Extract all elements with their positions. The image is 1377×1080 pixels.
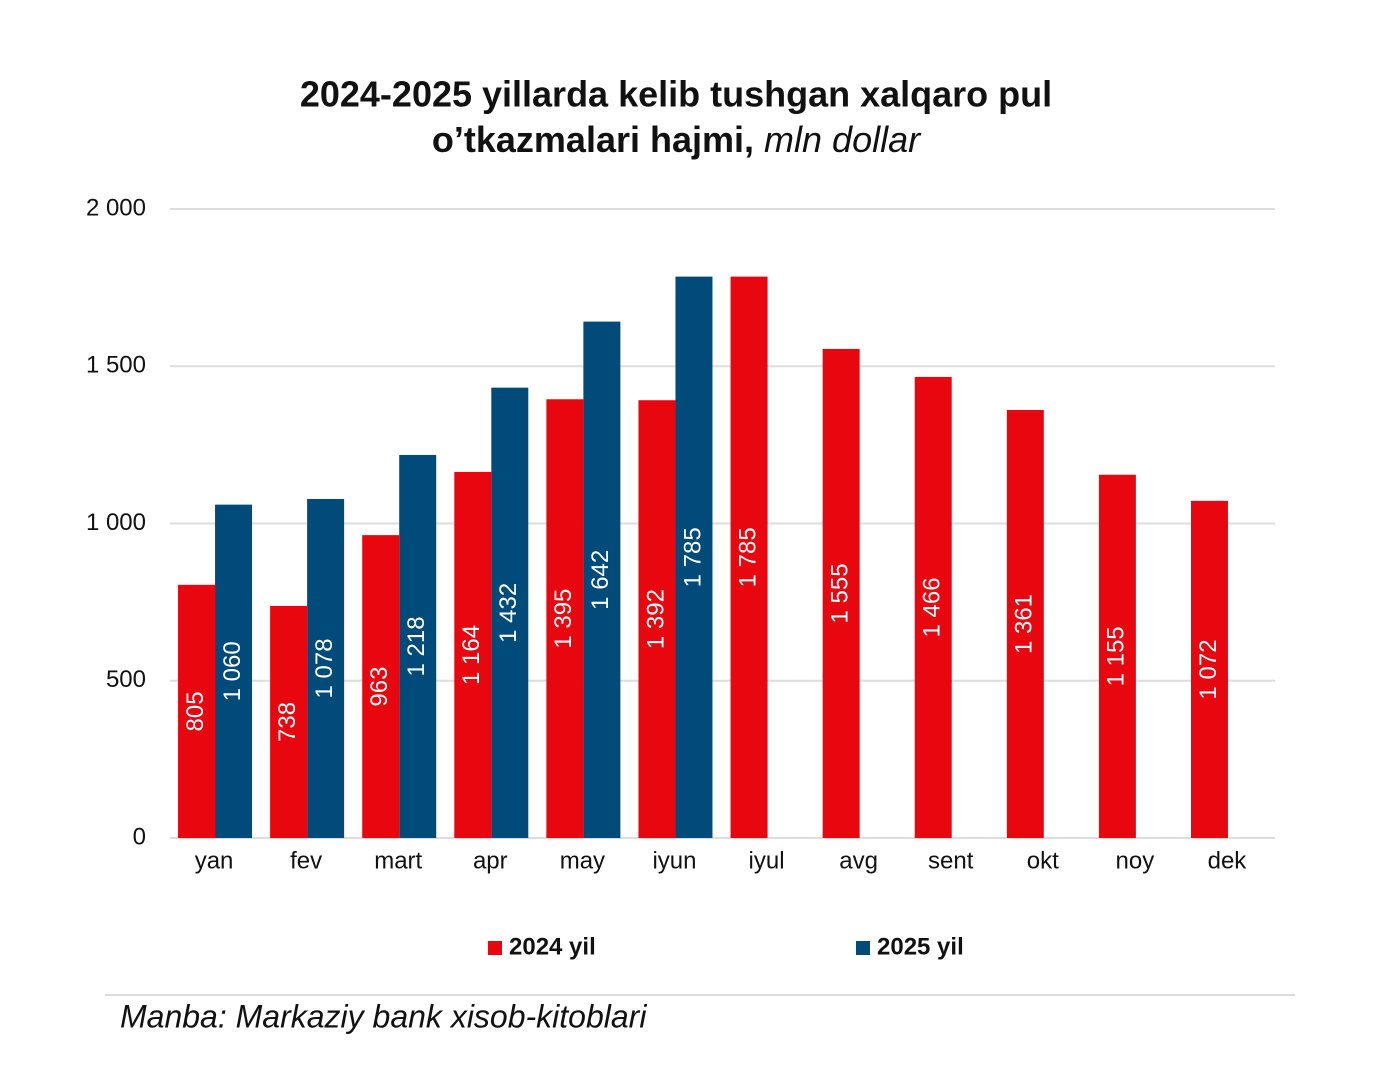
value-label: 1 785 xyxy=(734,527,761,587)
bar xyxy=(362,535,400,838)
value-label: 1 466 xyxy=(919,577,946,637)
value-label: 1 395 xyxy=(550,589,577,649)
value-label: 1 361 xyxy=(1011,594,1038,654)
y-tick-label: 1 000 xyxy=(86,509,146,536)
x-tick-label: okt xyxy=(1027,847,1059,874)
bar xyxy=(638,400,676,838)
chart-title: o’tkazmalari hajmi, mln dollar xyxy=(432,119,922,160)
bar xyxy=(454,471,492,838)
value-label: 1 164 xyxy=(458,625,485,685)
legend-swatch xyxy=(488,941,502,955)
bar xyxy=(914,376,952,838)
value-label: 1 078 xyxy=(311,638,338,698)
y-tick-label: 500 xyxy=(106,666,146,693)
bar xyxy=(307,498,345,838)
value-label: 1 218 xyxy=(403,616,430,676)
value-label: 1 392 xyxy=(642,589,669,649)
bar xyxy=(270,605,308,838)
bar xyxy=(1098,474,1136,838)
legend-label: 2024 yil xyxy=(509,933,596,960)
value-label: 805 xyxy=(182,691,209,731)
x-tick-label: iyun xyxy=(652,847,696,874)
x-tick-label: dek xyxy=(1208,847,1248,874)
value-label: 1 785 xyxy=(679,527,706,587)
y-tick-label: 0 xyxy=(133,823,146,850)
x-tick-label: may xyxy=(560,847,605,874)
bar xyxy=(730,276,768,838)
value-label: 1 155 xyxy=(1103,626,1130,686)
value-label: 1 072 xyxy=(1195,639,1222,699)
y-tick-label: 1 500 xyxy=(86,352,146,379)
x-tick-label: yan xyxy=(195,847,234,874)
value-label: 1 555 xyxy=(826,563,853,623)
x-tick-label: iyul xyxy=(749,847,785,874)
chart-unit: mln dollar xyxy=(764,119,922,160)
source: Manba: Markaziy bank xisob-kitoblari xyxy=(120,998,647,1034)
x-tick-label: mart xyxy=(374,847,422,874)
value-label: 1 432 xyxy=(495,583,522,643)
bar xyxy=(178,584,216,838)
x-tick-label: fev xyxy=(290,847,322,874)
chart-title: 2024-2025 yillarda kelib tushgan xalqaro… xyxy=(300,74,1052,115)
y-tick-label: 2 000 xyxy=(86,194,146,221)
value-label: 1 060 xyxy=(219,641,246,701)
x-tick-label: avg xyxy=(839,847,878,874)
legend-swatch xyxy=(856,941,870,955)
bar xyxy=(583,321,621,838)
bar xyxy=(215,504,253,838)
value-label: 1 642 xyxy=(587,550,614,610)
value-label: 963 xyxy=(366,667,393,707)
x-tick-label: noy xyxy=(1116,847,1155,874)
bar xyxy=(491,387,529,838)
bar xyxy=(822,348,860,838)
bar xyxy=(399,454,437,838)
bar xyxy=(1190,500,1228,838)
bar xyxy=(675,276,713,838)
legend-label: 2025 yil xyxy=(877,933,964,960)
bar xyxy=(1006,409,1044,838)
chart-title: o’tkazmalari hajmi, xyxy=(432,119,754,160)
value-label: 738 xyxy=(274,702,301,742)
x-tick-label: apr xyxy=(473,847,508,874)
x-tick-label: sent xyxy=(928,847,974,874)
bar xyxy=(546,399,584,838)
